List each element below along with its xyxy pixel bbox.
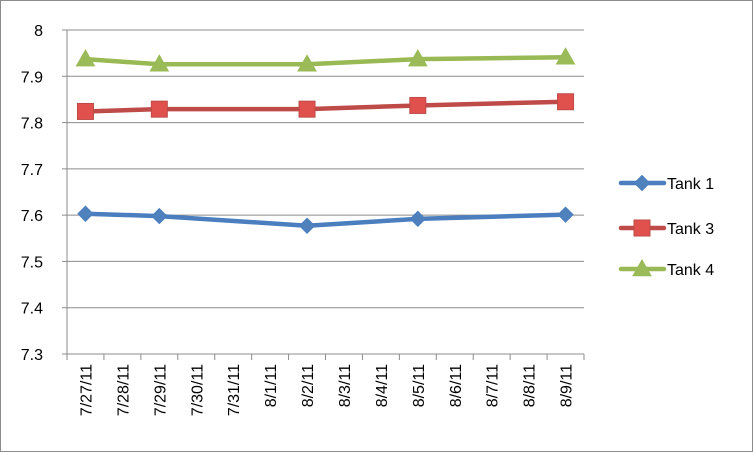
data-point-tank-3 (76, 102, 94, 120)
y-tick-label: 7.9 (21, 69, 43, 86)
legend-label-tank-1: Tank 1 (667, 176, 714, 193)
x-tick-label: 8/2/11 (300, 364, 317, 407)
data-point-tank-4 (297, 54, 317, 72)
x-tick-label: 7/27/11 (78, 364, 95, 416)
data-point-tank-3 (557, 93, 575, 111)
data-point-tank-4 (149, 54, 170, 72)
data-point-tank-1 (298, 217, 316, 234)
data-point-tank-4 (407, 49, 428, 67)
legend-marker-tank-4 (632, 258, 652, 277)
legend-label-tank-4: Tank 4 (667, 262, 714, 279)
x-tick-label: 7/29/11 (152, 364, 169, 416)
data-point-tank-3 (150, 100, 168, 118)
series (75, 47, 576, 234)
x-tick-label: 8/1/11 (263, 364, 280, 407)
x-tick-label: 8/7/11 (485, 364, 502, 407)
data-point-tank-3 (409, 96, 427, 114)
legend-label-tank-3: Tank 3 (667, 221, 714, 238)
y-tick-label: 7.6 (21, 208, 43, 225)
y-tick-label: 7.7 (21, 162, 43, 179)
data-point-tank-1 (409, 210, 427, 228)
x-tick-label: 8/3/11 (337, 364, 354, 407)
y-tick-label: 7.8 (21, 116, 43, 133)
x-tick-label: 7/28/11 (115, 364, 132, 416)
data-point-tank-4 (75, 49, 96, 67)
y-tick-label: 8 (34, 23, 43, 40)
x-tick-label: 8/6/11 (448, 364, 465, 407)
axes: 7.3 7.4 7.5 7.6 7.7 7.8 7.9 8 7/27/11 7/28/11 7/29… (21, 23, 585, 416)
grid (67, 29, 584, 309)
data-point-tank-1 (77, 205, 94, 222)
x-tick-label: 8/4/11 (374, 364, 391, 407)
data-point-tank-3 (298, 100, 316, 118)
data-point-tank-1 (151, 207, 168, 225)
y-tick-label: 7.4 (21, 301, 43, 318)
x-tick-label: 8/8/11 (522, 364, 539, 407)
data-point-tank-4 (555, 47, 576, 65)
x-tick-label: 8/5/11 (411, 364, 428, 407)
data-point-tank-1 (557, 206, 574, 223)
y-tick-label: 7.5 (21, 254, 43, 271)
x-tick-label: 7/30/11 (189, 364, 206, 416)
y-tick-label: 7.3 (21, 347, 43, 364)
legend-marker-tank-3 (633, 219, 651, 237)
legend-marker-tank-1 (633, 174, 651, 192)
x-tick-label: 7/31/11 (226, 364, 243, 416)
legend: Tank 1 Tank 3 Tank 4 (618, 174, 714, 279)
x-tick-label: 8/9/11 (559, 364, 576, 407)
